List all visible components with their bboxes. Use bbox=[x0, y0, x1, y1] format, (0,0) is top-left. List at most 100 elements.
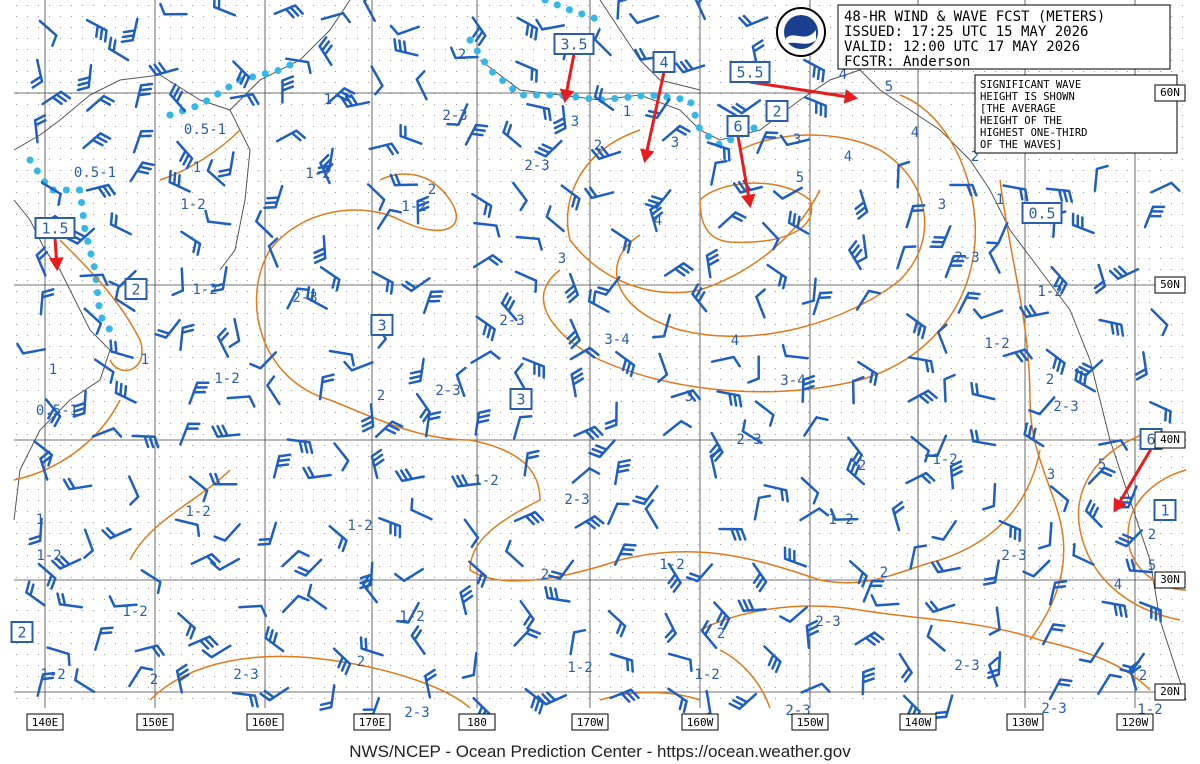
wave-label: 1-2 bbox=[214, 371, 239, 387]
wind-barb bbox=[401, 277, 431, 293]
wind-barb bbox=[37, 562, 57, 590]
header-box bbox=[837, 4, 1171, 70]
wind-barb bbox=[943, 373, 956, 403]
wind-barb bbox=[231, 691, 259, 708]
wind-barb bbox=[564, 272, 580, 304]
wind-barb bbox=[616, 0, 629, 20]
wind-barb bbox=[44, 398, 62, 428]
header-line: FCSTR: Anderson bbox=[844, 54, 970, 70]
wind-barb bbox=[39, 450, 52, 481]
wind-barb bbox=[395, 468, 425, 483]
wind-barb bbox=[713, 601, 731, 630]
wave-label: 3 bbox=[685, 389, 693, 405]
wind-barb bbox=[471, 192, 493, 218]
wave-label: 1-2 bbox=[401, 199, 426, 215]
note-box bbox=[974, 74, 1178, 154]
max-arrow bbox=[736, 135, 752, 206]
wind-barb bbox=[545, 205, 565, 233]
wave-label: 5 bbox=[885, 79, 893, 95]
wind-barb bbox=[226, 395, 256, 408]
wave-label: 4 bbox=[731, 333, 739, 349]
max-label-box bbox=[1153, 499, 1177, 521]
wind-barb bbox=[848, 240, 863, 271]
lon-label: 120W bbox=[1122, 716, 1149, 729]
wind-barb bbox=[159, 2, 188, 16]
wind-barb bbox=[318, 36, 333, 67]
wind-barb bbox=[670, 389, 701, 402]
wind-barb bbox=[649, 201, 664, 233]
wave-label: 2-3 bbox=[954, 250, 979, 266]
wind-barb bbox=[109, 212, 132, 236]
wind-barb bbox=[266, 375, 281, 406]
wind-barb bbox=[410, 625, 426, 655]
wind-barb bbox=[614, 458, 631, 486]
wind-barb bbox=[925, 600, 956, 614]
wind-barb bbox=[754, 400, 775, 427]
wind-barb bbox=[519, 600, 535, 630]
lon-label-box bbox=[353, 713, 391, 731]
arrow-head bbox=[640, 148, 655, 164]
wave-label: 2-3 bbox=[954, 658, 979, 674]
wind-barb bbox=[949, 183, 978, 197]
wind-barb bbox=[359, 636, 384, 657]
wave-label: 2 bbox=[594, 138, 602, 154]
wind-barb bbox=[675, 59, 706, 74]
wind-barb bbox=[362, 574, 379, 604]
wind-barb bbox=[326, 87, 356, 105]
wind-barb bbox=[607, 609, 627, 638]
max-label: 0.5 bbox=[1028, 205, 1055, 223]
wave-label: 3 bbox=[938, 197, 946, 213]
wind-barb bbox=[779, 134, 810, 147]
wind-barb bbox=[328, 524, 348, 553]
max-label-box bbox=[1021, 202, 1063, 224]
wind-barb bbox=[870, 594, 900, 607]
wind-barb bbox=[475, 315, 496, 342]
max-label: 2 bbox=[131, 281, 140, 299]
wind-barb bbox=[175, 663, 190, 694]
note-line: HIGHEST ONE-THIRD bbox=[980, 127, 1087, 139]
wind-barb bbox=[455, 366, 467, 398]
wind-barb bbox=[281, 549, 310, 568]
lon-label-box bbox=[458, 713, 496, 731]
wind-barb bbox=[459, 585, 474, 616]
wind-barb bbox=[272, 453, 292, 479]
wave-label: 2 bbox=[880, 565, 888, 581]
wave-label: 3 bbox=[558, 251, 566, 267]
max-label: 3 bbox=[516, 391, 525, 409]
wind-barb bbox=[766, 263, 788, 290]
arrow-head bbox=[843, 89, 859, 104]
wind-barb bbox=[862, 579, 885, 603]
wind-barb bbox=[471, 16, 487, 47]
wind-barb bbox=[180, 230, 202, 256]
wind-barb bbox=[1023, 422, 1045, 448]
wind-barb bbox=[1028, 396, 1056, 416]
wind-barb bbox=[752, 562, 768, 593]
wind-barb bbox=[168, 169, 191, 193]
wind-barb bbox=[772, 186, 803, 200]
wind-barb bbox=[422, 290, 444, 315]
wind-barb bbox=[534, 139, 563, 158]
note-line: HEIGHT OF THE bbox=[980, 115, 1062, 127]
wind-barb bbox=[500, 292, 518, 322]
wind-barb bbox=[610, 228, 632, 254]
wind-barb bbox=[613, 543, 637, 566]
wind-barb bbox=[83, 528, 94, 559]
wind-barb bbox=[424, 410, 442, 438]
wind-barb bbox=[763, 484, 789, 503]
wind-barb bbox=[129, 161, 155, 183]
wind-barb bbox=[1022, 559, 1051, 578]
wave-label: 1-2 bbox=[659, 557, 684, 573]
wind-barb bbox=[211, 424, 241, 438]
wind-barb bbox=[756, 131, 779, 154]
arrow-head bbox=[1113, 497, 1127, 513]
ice-edge bbox=[26, 0, 764, 334]
lat-label-box bbox=[1154, 276, 1186, 294]
wind-barb bbox=[128, 666, 154, 688]
wind-barb bbox=[906, 313, 927, 340]
wind-barb bbox=[127, 475, 140, 506]
wave-label: 1 bbox=[996, 192, 1004, 208]
wind-barb bbox=[718, 527, 747, 541]
wind-barb bbox=[594, 275, 621, 296]
wind-barb bbox=[255, 210, 274, 238]
